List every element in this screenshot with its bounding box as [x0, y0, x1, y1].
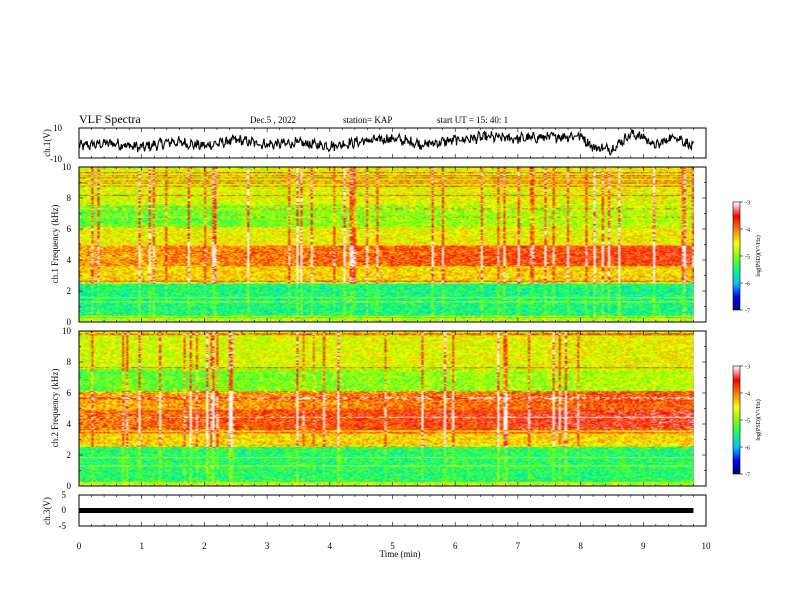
time-axis-label: Time (min)	[380, 549, 421, 559]
ch2-colorbar-label: log(PSD)(V²/Hz)	[755, 399, 762, 440]
x-tick-label: 9	[641, 541, 646, 551]
ch1-waveform-ylabel: ch.1(V)	[42, 129, 52, 157]
x-tick-label: 10	[702, 541, 712, 551]
ch3-ytick-mid: 0	[62, 505, 67, 515]
time-axis-ticks: 0 1 2 3 4 5 6 7 8 9 10	[77, 128, 711, 551]
y-tick-label: 6	[67, 224, 72, 234]
y-tick-label: 8	[67, 357, 72, 367]
ch1-ytick-bottom: -10	[50, 154, 62, 164]
ch3-ytick-bottom: -5	[59, 521, 67, 531]
colorbar-tick-label: -7	[745, 309, 750, 315]
station-label: station= KAP	[343, 115, 392, 125]
ch1-spectrogram-ylabel: ch.1 Frequency (kHz)	[50, 205, 60, 284]
ch2-spectrogram-ylabel: ch.2 Frequency (kHz)	[50, 369, 60, 448]
colorbar-tick-label: -3	[745, 201, 750, 207]
ch1-colorbar-ticks: -3 -4 -5 -6 -7	[740, 201, 750, 315]
y-tick-label: 0	[67, 481, 72, 491]
figure-title: VLF Spectra	[79, 112, 141, 126]
x-tick-label: 6	[453, 541, 458, 551]
y-tick-label: 10	[62, 162, 72, 172]
ch2-colorbar-ticks: -3 -4 -5 -6 -7	[740, 365, 750, 479]
ch3-ylabel: ch.3(V)	[42, 497, 52, 525]
ch1-colorbar	[733, 202, 740, 310]
colorbar-tick-label: -6	[745, 446, 750, 452]
ch1-colorbar-label: log(PSD)(V²/Hz)	[755, 235, 762, 276]
ch1-waveform-line	[78, 129, 694, 156]
y-tick-label: 8	[67, 193, 72, 203]
colorbar-tick-label: -3	[745, 365, 750, 371]
y-tick-label: 0	[67, 317, 72, 327]
colorbar-tick-label: -4	[745, 228, 750, 234]
x-tick-label: 2	[202, 541, 207, 551]
y-tick-label: 4	[67, 255, 72, 265]
y-tick-label: 10	[62, 326, 72, 336]
x-tick-label: 7	[516, 541, 521, 551]
ch2-spectrogram-yticks: 0 2 4 6 8 10	[62, 326, 706, 491]
y-tick-label: 6	[67, 388, 72, 398]
colorbar-tick-label: -7	[745, 473, 750, 479]
ch1-waveform-plot	[78, 129, 694, 156]
ch2-colorbar	[733, 366, 740, 474]
x-tick-label: 4	[328, 541, 333, 551]
colorbar-tick-label: -5	[745, 255, 750, 261]
ch3-ytick-top: 5	[62, 490, 67, 500]
ch1-waveform-frame	[78, 127, 707, 159]
colorbar-tick-label: -5	[745, 419, 750, 425]
x-tick-label: 8	[578, 541, 583, 551]
y-tick-label: 4	[67, 419, 72, 429]
ch1-spectrogram-image	[79, 167, 694, 322]
x-tick-label: 1	[139, 541, 144, 551]
colorbar-tick-label: -6	[745, 282, 750, 288]
x-tick-label: 0	[77, 541, 82, 551]
y-tick-label: 2	[67, 286, 72, 296]
colorbar-tick-label: -4	[745, 392, 750, 398]
ch2-spectrogram-image	[79, 331, 694, 486]
start-time-label: start UT = 15: 40: 1	[437, 115, 508, 125]
y-tick-label: 2	[67, 450, 72, 460]
x-tick-label: 5	[390, 541, 395, 551]
ch1-spectrogram-yticks: 0 2 4 6 8 10	[62, 162, 706, 327]
ch1-ytick-top: 10	[53, 123, 63, 133]
x-tick-label: 3	[265, 541, 270, 551]
date-label: Dec.5 , 2022	[250, 115, 296, 125]
